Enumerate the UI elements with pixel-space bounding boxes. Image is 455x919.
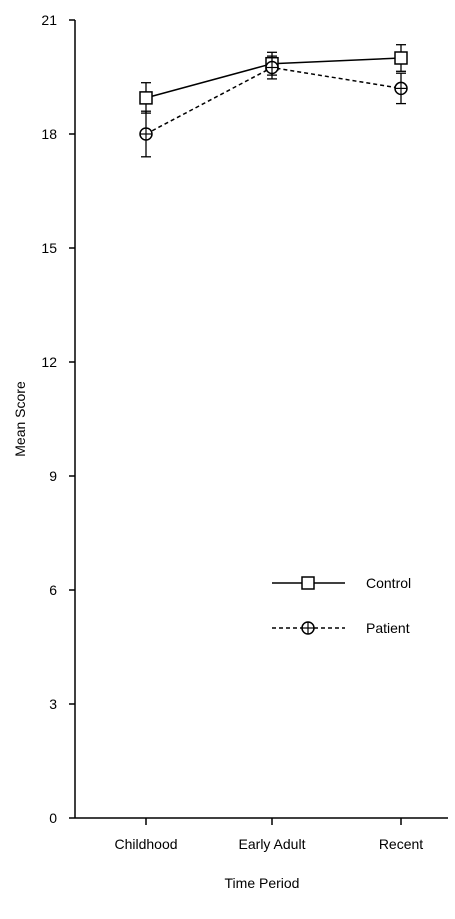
legend-marker bbox=[301, 576, 315, 590]
y-ticks: 0 3 6 9 12 15 18 21 bbox=[41, 12, 75, 826]
series-patient bbox=[139, 55, 408, 158]
data-point bbox=[265, 60, 279, 75]
y-axis-title: Mean Score bbox=[12, 381, 28, 457]
data-point bbox=[139, 127, 153, 141]
legend-label: Control bbox=[366, 575, 411, 591]
y-tick-label: 3 bbox=[49, 696, 57, 712]
y-tick-label: 6 bbox=[49, 582, 57, 598]
series-layer bbox=[139, 44, 408, 158]
y-tick-label: 9 bbox=[49, 468, 57, 484]
legend-label: Patient bbox=[366, 620, 410, 636]
y-tick-label: 18 bbox=[41, 126, 57, 142]
data-point bbox=[394, 81, 408, 96]
data-point bbox=[394, 51, 408, 65]
data-point bbox=[139, 91, 153, 105]
series-line-patient bbox=[145, 66, 402, 135]
y-tick-label: 21 bbox=[41, 12, 57, 28]
x-tick-label: Early Adult bbox=[239, 836, 306, 852]
legend-marker bbox=[301, 621, 315, 635]
x-tick-label: Recent bbox=[379, 836, 423, 852]
x-tick-label: Childhood bbox=[114, 836, 177, 852]
legend-item-control: Control bbox=[272, 575, 411, 591]
y-tick-label: 15 bbox=[41, 240, 57, 256]
legend-item-patient: Patient bbox=[272, 620, 410, 636]
x-ticks: Childhood Early Adult Recent bbox=[114, 818, 423, 852]
y-tick-label: 12 bbox=[41, 354, 57, 370]
axes bbox=[74, 20, 448, 819]
x-axis-title: Time Period bbox=[225, 875, 300, 891]
legend: Control Patient bbox=[272, 575, 411, 636]
y-tick-label: 0 bbox=[49, 810, 57, 826]
